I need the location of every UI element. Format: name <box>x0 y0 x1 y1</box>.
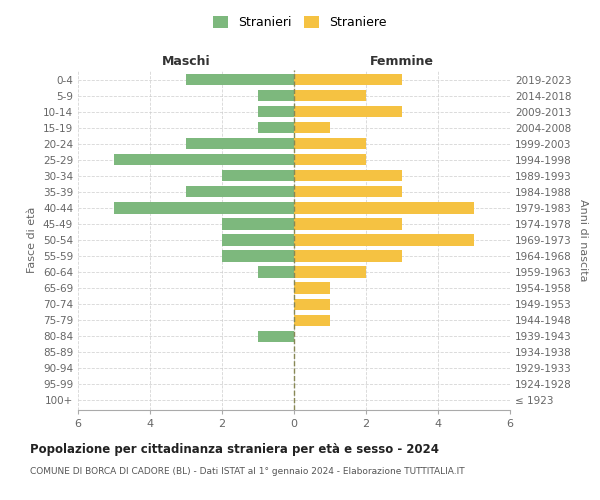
Bar <box>186 74 294 85</box>
Legend: Stranieri, Straniere: Stranieri, Straniere <box>208 11 392 34</box>
Bar <box>294 298 330 310</box>
Text: Maschi: Maschi <box>161 56 211 68</box>
Bar <box>186 138 294 149</box>
Bar <box>294 314 330 326</box>
Bar <box>294 138 366 149</box>
Bar <box>294 234 474 246</box>
Y-axis label: Fasce di età: Fasce di età <box>28 207 37 273</box>
Bar <box>294 282 330 294</box>
Bar <box>114 202 294 213</box>
Bar <box>222 234 294 246</box>
Bar <box>222 250 294 262</box>
Bar <box>294 90 366 102</box>
Bar <box>258 122 294 134</box>
Bar <box>294 106 402 118</box>
Bar <box>294 170 402 181</box>
Text: Popolazione per cittadinanza straniera per età e sesso - 2024: Popolazione per cittadinanza straniera p… <box>30 442 439 456</box>
Bar <box>114 154 294 166</box>
Text: Femmine: Femmine <box>370 56 434 68</box>
Bar <box>294 154 366 166</box>
Bar <box>294 202 474 213</box>
Bar <box>258 266 294 278</box>
Bar <box>294 266 366 278</box>
Bar <box>294 74 402 85</box>
Bar <box>186 186 294 198</box>
Bar <box>258 90 294 102</box>
Bar <box>258 106 294 118</box>
Bar <box>258 330 294 342</box>
Bar <box>222 218 294 230</box>
Text: COMUNE DI BORCA DI CADORE (BL) - Dati ISTAT al 1° gennaio 2024 - Elaborazione TU: COMUNE DI BORCA DI CADORE (BL) - Dati IS… <box>30 468 464 476</box>
Bar <box>222 170 294 181</box>
Bar <box>294 186 402 198</box>
Bar <box>294 250 402 262</box>
Y-axis label: Anni di nascita: Anni di nascita <box>578 198 588 281</box>
Bar <box>294 122 330 134</box>
Bar <box>294 218 402 230</box>
